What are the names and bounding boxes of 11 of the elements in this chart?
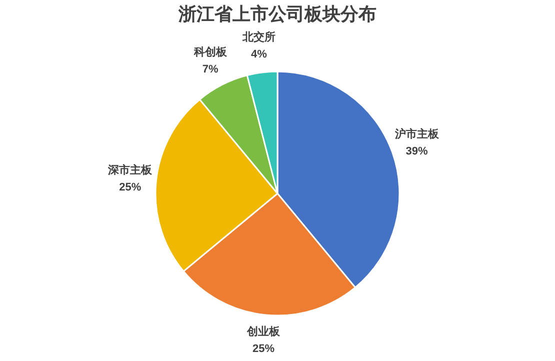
- slice-label: 深市主板: [107, 164, 154, 177]
- slice-label: 科创板: [192, 46, 228, 59]
- data-label: 39%: [406, 145, 428, 158]
- slice-label: 北交所: [241, 30, 276, 44]
- chart-title: 浙江省上市公司板块分布: [177, 3, 378, 27]
- data-label: 25%: [252, 342, 275, 355]
- data-label: 4%: [251, 48, 268, 61]
- slice-label: 沪市主板: [394, 127, 440, 140]
- data-label: 7%: [202, 64, 218, 76]
- slice-label: 创业板: [246, 324, 282, 338]
- data-label: 25%: [119, 182, 142, 194]
